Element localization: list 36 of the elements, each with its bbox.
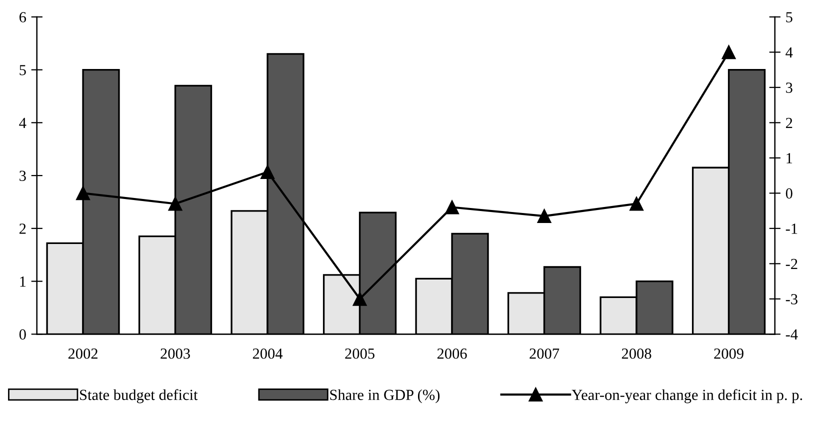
x-tick-label: 2003 [160, 348, 190, 359]
x-tick-label: 2005 [345, 348, 374, 359]
y-tick-label: 6 [20, 12, 26, 22]
point [168, 196, 182, 211]
y2-tick-label: -2 [786, 258, 798, 269]
y2-tick-label: 0 [786, 188, 792, 199]
x-tick-label: 2006 [437, 348, 467, 359]
y2-tick-label: -3 [786, 294, 798, 304]
point [722, 45, 736, 60]
y2-tick-label: 1 [786, 153, 792, 164]
y2-tick-label: 4 [786, 47, 793, 58]
legend-label: Year-on-year change in deficit in p. p. [572, 389, 802, 404]
point [445, 200, 459, 214]
point [260, 165, 274, 179]
y2-tick-label: 2 [786, 118, 792, 128]
x-tick-label: 2008 [622, 348, 652, 359]
y-tick-label: 2 [20, 224, 26, 234]
x-tick-label: 2004 [252, 348, 283, 359]
y-tick-label: 3 [20, 170, 26, 181]
y-tick-label: 0 [19, 329, 26, 340]
y-tick-label: 5 [20, 65, 26, 76]
y-tick-label: 4 [19, 118, 26, 128]
point [76, 186, 90, 200]
x-tick-label: 2002 [68, 348, 98, 359]
legend-label: Share in GDP (%) [330, 389, 440, 404]
point [352, 292, 367, 306]
point [537, 209, 552, 224]
y2-tick-label: -4 [786, 329, 798, 340]
x-tick-label: 2009 [714, 348, 744, 359]
y-tick-label: 1 [20, 276, 26, 287]
y2-tick-label: 3 [786, 82, 792, 93]
y2-tick-label: -1 [786, 224, 798, 234]
x-tick-label: 2007 [530, 348, 560, 359]
point [630, 196, 644, 211]
y2-tick-label: 5 [786, 12, 792, 22]
legend-label: State budget deficit [80, 389, 198, 404]
